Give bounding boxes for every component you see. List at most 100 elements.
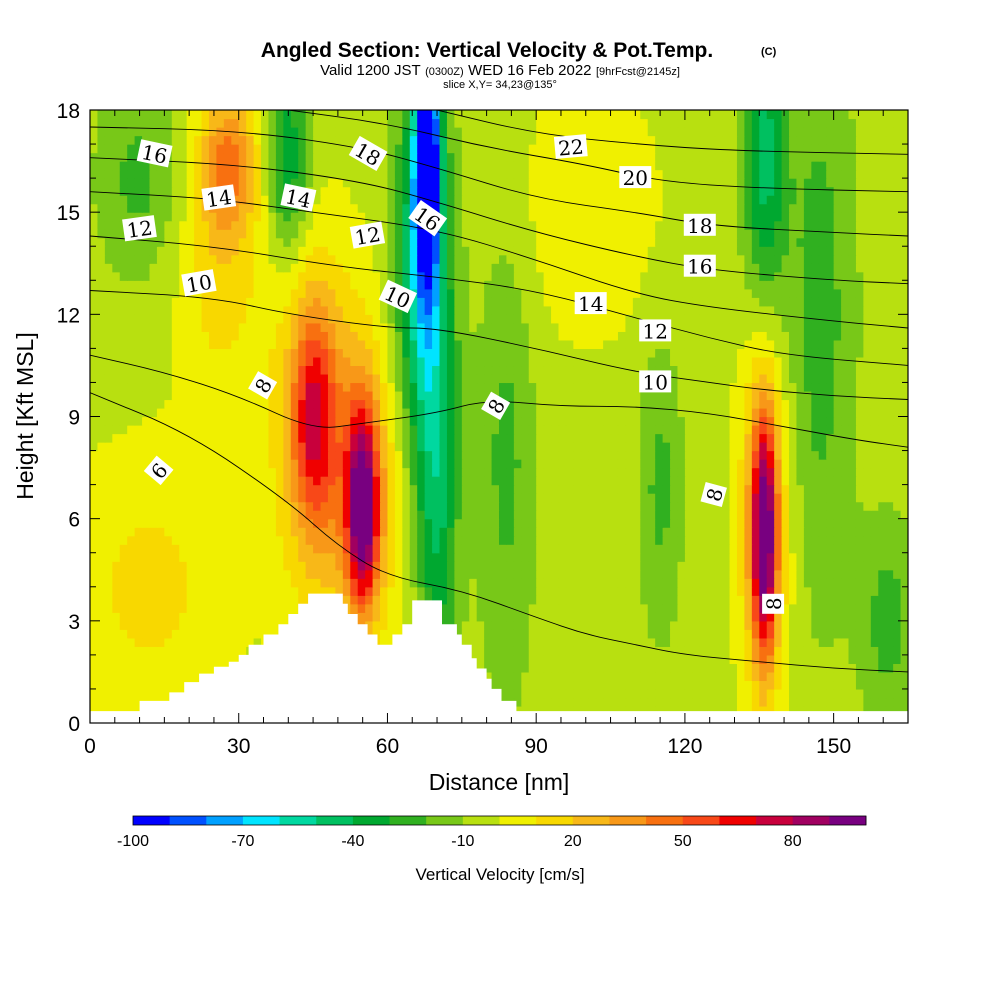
- heatmap-cell: [156, 493, 165, 503]
- heatmap-cell: [893, 620, 902, 630]
- heatmap-cell: [506, 356, 515, 367]
- heatmap-cell: [744, 339, 753, 349]
- heatmap-cell: [580, 339, 589, 349]
- heatmap-cell: [417, 476, 426, 486]
- heatmap-cell: [246, 390, 255, 401]
- heatmap-cell: [112, 373, 121, 384]
- heatmap-cell: [97, 544, 106, 554]
- heatmap-cell: [863, 510, 872, 520]
- heatmap-cell: [558, 476, 567, 486]
- heatmap-cell: [476, 442, 485, 452]
- heatmap-cell: [268, 578, 277, 588]
- heatmap-cell: [521, 373, 530, 384]
- heatmap-cell: [863, 467, 872, 477]
- heatmap-cell: [365, 467, 374, 477]
- heatmap-cell: [662, 561, 671, 571]
- heatmap-cell: [692, 339, 701, 349]
- heatmap-cell: [327, 390, 336, 401]
- heatmap-cell: [521, 450, 530, 460]
- heatmap-cell: [573, 348, 582, 358]
- heatmap-cell: [580, 603, 589, 613]
- heatmap-cell: [179, 680, 188, 690]
- heatmap-cell: [313, 484, 322, 494]
- heatmap-cell: [357, 493, 366, 503]
- heatmap-cell: [789, 552, 798, 562]
- heatmap-cell: [774, 425, 783, 435]
- heatmap-cell: [774, 552, 783, 562]
- heatmap-cell: [476, 552, 485, 562]
- heatmap-cell: [714, 365, 723, 375]
- heatmap-cell: [350, 425, 359, 435]
- heatmap-cell: [194, 535, 203, 545]
- heatmap-cell: [655, 433, 664, 443]
- heatmap-cell: [104, 331, 113, 341]
- heatmap-cell: [97, 569, 106, 579]
- heatmap-cell: [632, 416, 641, 426]
- heatmap-cell: [521, 671, 530, 682]
- heatmap-cell: [536, 561, 545, 571]
- heatmap-cell: [707, 637, 716, 647]
- heatmap-cell: [870, 425, 879, 435]
- heatmap-cell: [461, 459, 470, 469]
- heatmap-cell: [729, 561, 738, 571]
- heatmap-cell: [179, 637, 188, 647]
- heatmap-cell: [551, 629, 560, 639]
- heatmap-cell: [513, 697, 522, 707]
- heatmap-cell: [714, 705, 723, 716]
- heatmap-cell: [104, 680, 113, 690]
- heatmap-cell: [261, 331, 270, 341]
- heatmap-cell: [870, 561, 879, 571]
- heatmap-cell: [655, 518, 664, 528]
- heatmap-cell: [313, 476, 322, 486]
- heatmap-cell: [565, 416, 574, 426]
- heatmap-cell: [461, 603, 470, 613]
- heatmap-cell: [119, 399, 128, 409]
- heatmap-cell: [484, 637, 493, 647]
- heatmap-cell: [617, 390, 627, 401]
- heatmap-cell: [692, 390, 701, 401]
- heatmap-cell: [491, 476, 500, 486]
- heatmap-cell: [454, 416, 463, 426]
- heatmap-cell: [253, 586, 262, 596]
- heatmap-cell: [818, 620, 827, 630]
- heatmap-cell: [171, 629, 180, 639]
- heatmap-cell: [789, 442, 798, 452]
- heatmap-cell: [751, 561, 760, 571]
- heatmap-cell: [342, 365, 351, 375]
- heatmap-cell: [766, 459, 775, 469]
- heatmap-cell: [789, 459, 798, 469]
- heatmap-cell: [298, 535, 307, 545]
- heatmap-cell: [625, 356, 634, 367]
- heatmap-cell: [320, 450, 329, 460]
- heatmap-cell: [655, 637, 664, 647]
- heatmap-cell: [499, 425, 508, 435]
- heatmap-cell: [781, 407, 790, 418]
- heatmap-cell: [290, 595, 299, 605]
- heatmap-cell: [112, 416, 121, 426]
- heatmap-cell: [283, 425, 292, 435]
- heatmap-cell: [536, 671, 545, 682]
- heatmap-cell: [625, 535, 634, 545]
- heatmap-cell: [841, 654, 850, 664]
- heatmap-cell: [238, 365, 247, 375]
- heatmap-cell: [833, 373, 842, 384]
- heatmap-cell: [216, 535, 225, 545]
- heatmap-cell: [632, 467, 641, 477]
- heatmap-cell: [536, 339, 545, 349]
- heatmap-cell: [305, 510, 314, 520]
- heatmap-cell: [893, 390, 902, 401]
- heatmap-cell: [208, 544, 218, 554]
- heatmap-cell: [142, 586, 151, 596]
- heatmap-cell: [573, 688, 582, 699]
- heatmap-cell: [446, 586, 455, 596]
- heatmap-cell: [97, 407, 106, 418]
- heatmap-cell: [484, 476, 493, 486]
- heatmap-cell: [617, 595, 627, 605]
- heatmap-cell: [617, 663, 627, 673]
- heatmap-cell: [833, 552, 842, 562]
- heatmap-cell: [335, 518, 344, 528]
- heatmap-cell: [469, 373, 478, 384]
- heatmap-cell: [670, 518, 679, 528]
- heatmap-cell: [194, 493, 203, 503]
- heatmap-cell: [97, 671, 106, 682]
